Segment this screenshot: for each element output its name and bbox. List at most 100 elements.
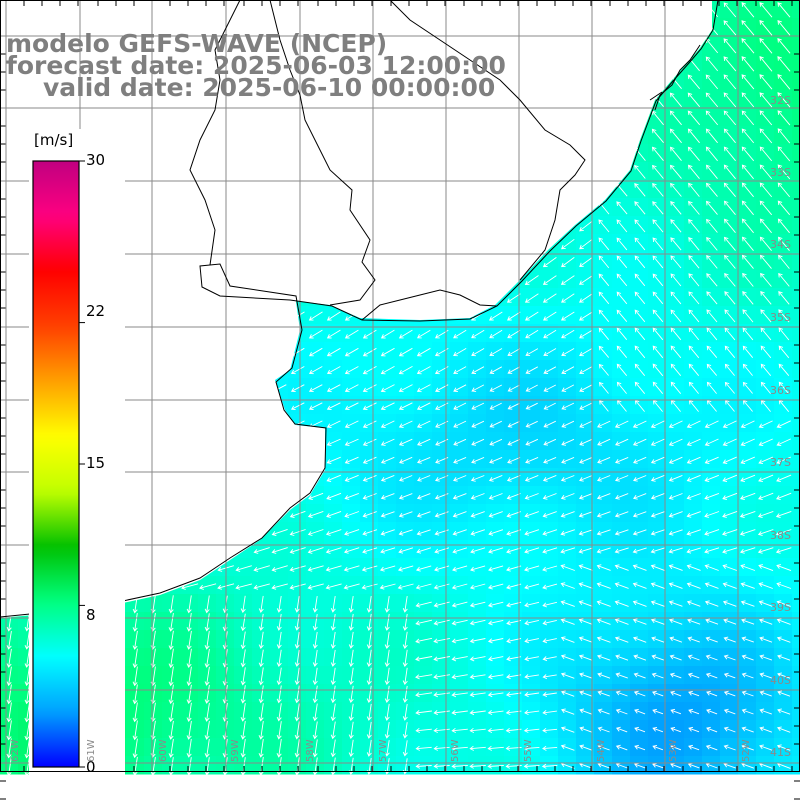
- field-cell: [468, 630, 487, 649]
- wind-arrow: [723, 74, 737, 90]
- wind-arrow: [759, 618, 773, 625]
- field-cell: [414, 450, 433, 469]
- wind-arrow: [723, 200, 736, 215]
- wind-arrow: [398, 547, 414, 554]
- wind-arrow: [6, 702, 12, 723]
- field-cell: [432, 594, 451, 613]
- field-cell: [324, 612, 343, 631]
- wind-arrow: [632, 511, 647, 518]
- field-cell: [306, 630, 325, 649]
- wind-arrow: [616, 345, 628, 358]
- wind-arrow: [398, 384, 413, 393]
- wind-arrow: [240, 703, 246, 722]
- wind-arrow: [289, 547, 306, 554]
- field-cell: [684, 468, 703, 487]
- field-cell: [288, 522, 307, 541]
- wind-arrow: [6, 648, 12, 668]
- field-cell: [630, 612, 649, 631]
- field-cell: [468, 738, 487, 757]
- wind-arrow: [668, 511, 683, 518]
- wind-arrow: [525, 438, 539, 446]
- field-cell: [216, 756, 235, 775]
- field-cell: [306, 396, 325, 415]
- wind-arrow: [578, 564, 593, 571]
- field-cell: [504, 720, 523, 739]
- wind-arrow: [168, 738, 174, 758]
- field-cell: [270, 756, 289, 775]
- field-cell: [540, 648, 559, 667]
- wind-arrow: [398, 366, 413, 375]
- field-cell: [666, 666, 685, 685]
- field-cell: [504, 684, 523, 703]
- field-cell: [558, 738, 577, 757]
- field-cell: [756, 486, 775, 505]
- wind-arrow: [471, 438, 485, 446]
- wind-arrow: [487, 638, 504, 644]
- wind-arrow: [759, 146, 773, 162]
- field-cell: [378, 450, 397, 469]
- field-cell: [288, 378, 307, 397]
- field-cell: [792, 306, 800, 325]
- field-cell: [666, 486, 685, 505]
- wind-arrow: [366, 649, 372, 668]
- wind-arrow: [469, 727, 486, 734]
- wind-arrow: [777, 128, 791, 144]
- field-cell: [432, 576, 451, 595]
- field-cell: [378, 486, 397, 505]
- wind-arrow: [579, 744, 593, 751]
- wind-arrow: [652, 164, 664, 179]
- wind-arrow: [402, 631, 408, 650]
- wind-arrow: [688, 381, 699, 394]
- wind-arrow: [560, 654, 575, 661]
- wind-arrow: [670, 345, 682, 359]
- field-cell: [792, 540, 800, 559]
- field-cell: [432, 432, 451, 451]
- wind-arrow: [777, 92, 791, 108]
- wind-arrow: [706, 726, 718, 733]
- wind-arrow: [705, 110, 719, 126]
- field-cell: [306, 360, 325, 379]
- field-cell: [738, 504, 757, 523]
- wind-arrow: [776, 492, 792, 501]
- field-cell: [234, 720, 253, 739]
- wind-arrow: [778, 272, 790, 287]
- wind-arrow: [451, 583, 468, 590]
- field-cell: [558, 522, 577, 541]
- field-cell: [522, 306, 541, 325]
- wind-arrow: [614, 511, 629, 518]
- field-cell: [450, 684, 469, 703]
- wind-arrow: [487, 710, 504, 716]
- lat-label-35s: 35S: [770, 311, 791, 324]
- wind-arrow: [579, 348, 593, 357]
- field-cell: [198, 702, 217, 721]
- wind-arrow: [651, 128, 664, 143]
- wind-arrow: [651, 636, 665, 643]
- wind-arrow: [366, 739, 372, 757]
- wind-arrow: [524, 311, 539, 321]
- wind-arrow: [470, 493, 485, 500]
- wind-arrow: [433, 745, 450, 751]
- wind-arrow: [507, 384, 520, 392]
- wind-arrow: [704, 564, 719, 571]
- wind-arrow: [759, 236, 772, 251]
- wind-arrow: [469, 692, 486, 698]
- field-cell: [486, 360, 505, 379]
- wind-arrow: [453, 384, 467, 392]
- wind-arrow: [348, 613, 354, 631]
- field-cell: [234, 630, 253, 649]
- wind-arrow: [722, 420, 737, 429]
- wind-arrow: [560, 564, 575, 571]
- wind-arrow: [561, 329, 575, 339]
- field-cell: [774, 432, 793, 451]
- field-cell: [486, 342, 505, 361]
- field-cell: [648, 594, 667, 613]
- wind-arrow: [614, 547, 629, 554]
- wind-arrow: [415, 619, 432, 626]
- field-cell: [486, 720, 505, 739]
- wind-arrow: [759, 20, 773, 36]
- wind-arrow: [723, 236, 736, 251]
- field-cell: [414, 342, 433, 361]
- field-cell: [414, 738, 433, 757]
- wind-arrow: [506, 311, 521, 321]
- wind-arrow: [777, 2, 791, 18]
